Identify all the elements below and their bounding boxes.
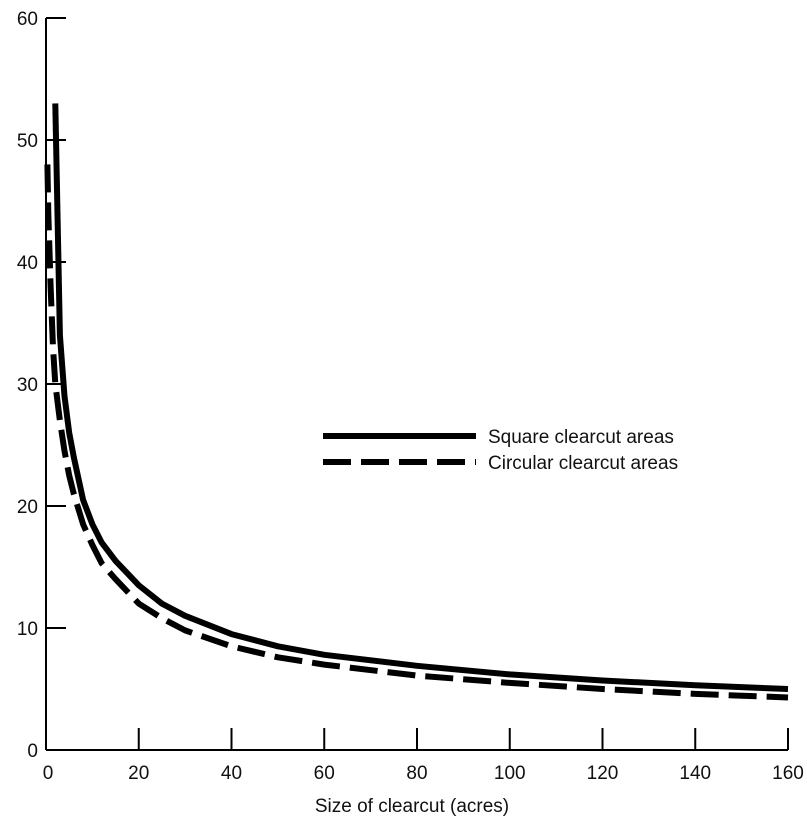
x-tick-label: 140 [679, 763, 711, 784]
x-tick-label: 120 [587, 763, 619, 784]
y-tick-label: 0 [27, 741, 38, 762]
y-tick-label: 60 [17, 9, 38, 30]
x-tick-label: 160 [772, 763, 804, 784]
circular-clearcut-series-line [44, 164, 789, 701]
x-tick-label: 20 [128, 763, 149, 784]
y-tick-label: 50 [17, 131, 38, 152]
y-tick-label: 10 [17, 619, 38, 640]
x-ticks: 0 20 40 60 80 100 120 140 160 [43, 728, 804, 784]
circular-legend-label: Circular clearcut areas [488, 453, 678, 474]
x-axis-title: Size of clearcut (acres) [315, 796, 509, 817]
series-layer [44, 103, 789, 701]
x-tick-label: 80 [406, 763, 427, 784]
y-tick-label: 30 [17, 375, 38, 396]
x-tick-label: 100 [494, 763, 526, 784]
legend: Square clearcut areas Circular clearcut a… [323, 427, 678, 474]
y-tick-label: 20 [17, 497, 38, 518]
axes [45, 18, 788, 751]
x-tick-label: 40 [221, 763, 242, 784]
x-tick-label: 60 [314, 763, 335, 784]
y-tick-label: 40 [17, 253, 38, 274]
x-tick-label: 0 [43, 763, 54, 784]
y-ticks: 0 10 20 30 40 50 60 [17, 9, 66, 762]
square-clearcut-series-line [52, 103, 789, 692]
square-legend-label: Square clearcut areas [488, 427, 674, 448]
